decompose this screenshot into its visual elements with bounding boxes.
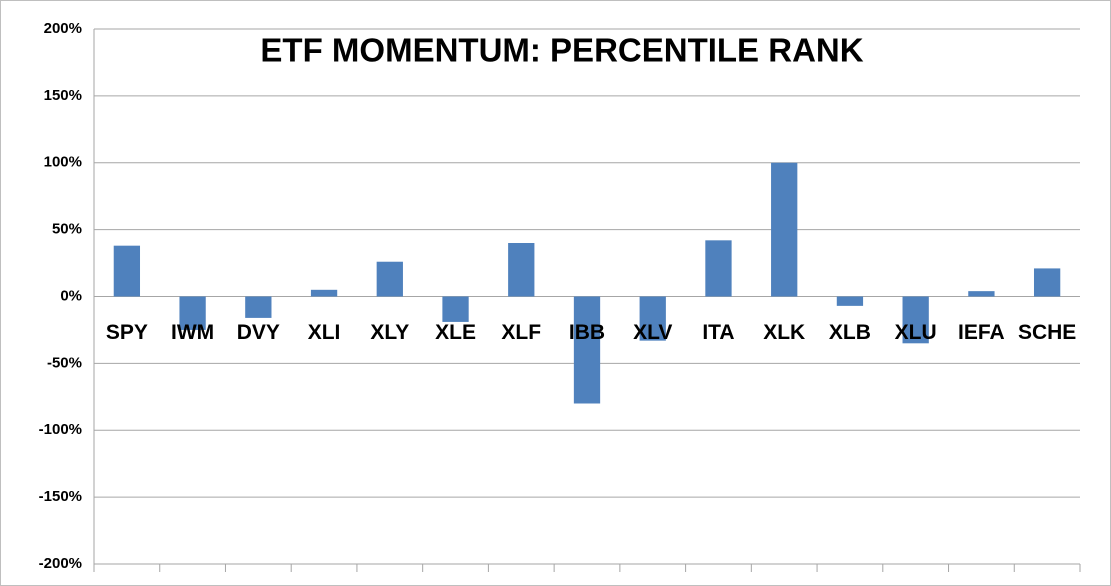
x-tick-label: IEFA	[958, 321, 1005, 344]
x-tick-label: DVY	[237, 321, 280, 344]
x-tick-label: XLV	[633, 321, 672, 344]
chart-title: ETF MOMENTUM: PERCENTILE RANK	[260, 32, 863, 69]
bar	[639, 296, 666, 341]
y-tick-label: 200%	[44, 20, 82, 37]
bar	[902, 296, 929, 344]
y-tick-label: -200%	[39, 555, 82, 572]
x-tick-label: IWM	[171, 321, 214, 344]
bar	[836, 296, 864, 306]
x-tick-label: SCHE	[1018, 321, 1076, 344]
bar	[310, 289, 338, 297]
y-tick-label: 150%	[44, 87, 82, 104]
x-tick-label: XLF	[501, 321, 541, 344]
x-tick-label: IBB	[569, 321, 605, 344]
bar	[442, 296, 469, 322]
bar	[968, 291, 995, 297]
x-tick-label: XLE	[435, 321, 476, 344]
bar	[245, 296, 272, 318]
x-tick-label: SPY	[106, 321, 148, 344]
bar	[573, 296, 601, 404]
bar	[179, 296, 206, 330]
x-tick-label: XLY	[370, 321, 409, 344]
bar	[1033, 268, 1061, 297]
x-tick-label: XLU	[895, 321, 937, 344]
bar	[113, 245, 141, 297]
x-tick-label: ITA	[702, 321, 734, 344]
bar	[376, 261, 403, 297]
x-tick-label: XLB	[829, 321, 871, 344]
y-tick-label: -50%	[47, 354, 82, 371]
y-tick-label: 100%	[44, 154, 82, 171]
bar	[508, 243, 535, 297]
x-tick-label: XLK	[763, 321, 805, 344]
bar	[771, 162, 798, 297]
x-tick-label: XLI	[308, 321, 341, 344]
y-tick-label: 0%	[60, 287, 82, 304]
y-tick-label: -150%	[39, 488, 82, 505]
y-tick-label: -100%	[39, 421, 82, 438]
y-tick-label: 50%	[52, 221, 82, 238]
bar	[705, 240, 732, 297]
